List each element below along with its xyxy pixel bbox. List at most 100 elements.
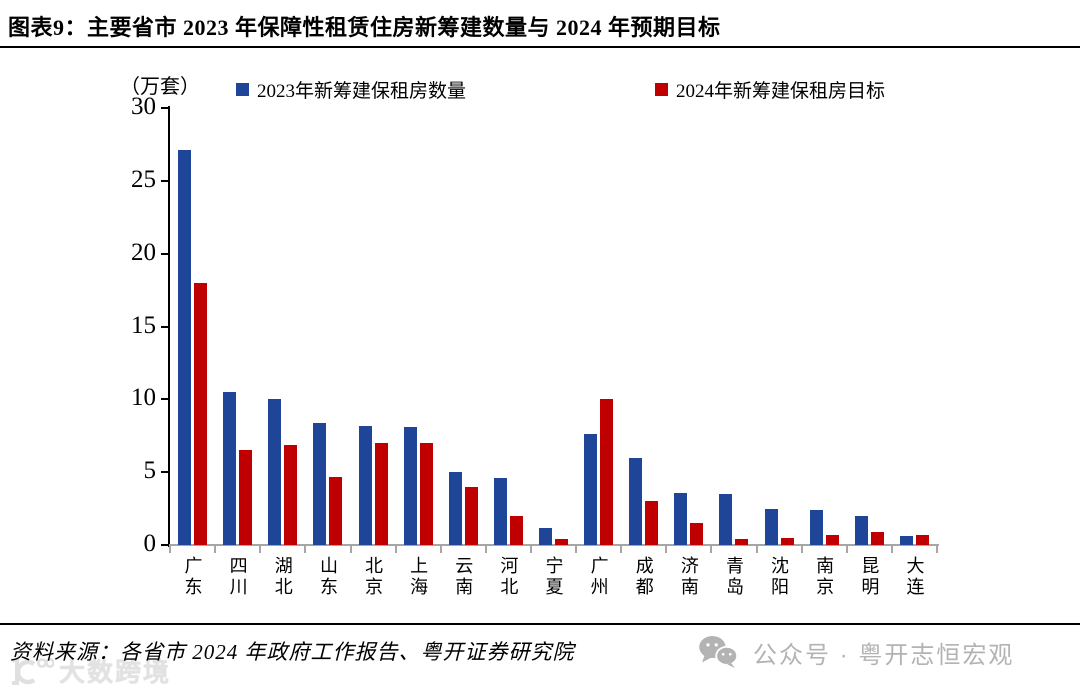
x-label: 昆明 — [847, 556, 892, 598]
legend-label-2024: 2024年新筹建保租房目标 — [676, 81, 886, 102]
bar-2023 — [764, 508, 778, 545]
x-label-text: 济南 — [678, 556, 699, 598]
bar-group — [441, 108, 486, 545]
bar-2024 — [825, 534, 839, 545]
y-tick-label: 0 — [143, 530, 157, 557]
y-tick — [161, 471, 168, 474]
bar-2024 — [554, 539, 568, 545]
x-label-text: 成都 — [633, 556, 654, 598]
x-label-text: 山东 — [317, 556, 338, 598]
bar-2024 — [374, 443, 388, 545]
bar-2024 — [464, 486, 478, 545]
legend-item-2024: 2024年新筹建保租房目标 — [655, 76, 885, 103]
x-label: 大连 — [892, 556, 937, 598]
bar-2024 — [915, 534, 929, 545]
bar-group — [802, 108, 847, 545]
x-label: 青岛 — [711, 556, 756, 598]
bar-2023 — [538, 527, 552, 545]
x-label-text: 广东 — [182, 556, 203, 598]
bar-group — [621, 108, 666, 545]
x-tick — [484, 546, 487, 553]
footer-divider — [0, 623, 1080, 625]
y-tick-label: 10 — [131, 384, 156, 412]
x-label-text: 南京 — [814, 556, 835, 598]
x-label-text: 宁夏 — [543, 556, 564, 598]
wechat-footer: 公众号 · 粤开志恒宏观 — [697, 633, 1014, 671]
bar-2023 — [223, 392, 237, 545]
bar-2024 — [419, 443, 433, 545]
legend-item-2023: 2023年新筹建保租房数量 — [236, 76, 466, 103]
bar-2024 — [239, 450, 253, 545]
y-axis-line — [168, 106, 170, 547]
x-label: 广州 — [576, 556, 621, 598]
bar-2023 — [674, 492, 688, 545]
bar-2024 — [780, 537, 794, 545]
x-tick — [845, 546, 848, 553]
watermark-text: 大数跨境 — [59, 657, 172, 687]
x-tick — [936, 546, 938, 553]
x-axis-line — [169, 544, 939, 546]
x-label: 河北 — [486, 556, 531, 598]
y-tick-label: 30 — [131, 93, 156, 120]
bar-2023 — [268, 399, 282, 545]
y-tick-label: 25 — [131, 165, 156, 193]
bar-group — [351, 108, 396, 545]
x-label-text: 青岛 — [723, 556, 744, 598]
x-tick — [575, 546, 578, 553]
x-tick — [394, 546, 397, 553]
x-label: 济南 — [666, 556, 711, 598]
bar-2024 — [735, 539, 749, 545]
x-tick — [349, 546, 352, 553]
x-tick — [439, 546, 442, 553]
legend-swatch-2024 — [655, 83, 668, 96]
x-tick — [800, 546, 803, 553]
y-tick — [161, 107, 168, 109]
x-label: 沈阳 — [757, 556, 802, 598]
bar-group — [576, 108, 621, 545]
legend-label-2023: 2023年新筹建保租房数量 — [257, 81, 467, 102]
bar-2023 — [899, 536, 913, 545]
x-label-text: 大连 — [904, 556, 925, 598]
y-tick — [161, 179, 168, 182]
x-tick — [755, 546, 758, 553]
x-label: 云南 — [441, 556, 486, 598]
x-label: 四川 — [215, 556, 260, 598]
bar-2023 — [403, 427, 417, 545]
bar-2023 — [493, 478, 507, 545]
dashukuajing-logo-icon — [11, 655, 54, 685]
wechat-icon — [699, 636, 739, 668]
bar-group — [170, 108, 215, 545]
bar-2023 — [178, 150, 192, 545]
bar-2023 — [854, 515, 868, 545]
x-label: 湖北 — [260, 556, 305, 598]
source-text: 资料来源：各省市 2024 年政府工作报告、粤开证券研究院 — [10, 640, 575, 664]
title-divider — [0, 46, 1080, 48]
x-label-text: 云南 — [453, 556, 474, 598]
x-tick — [214, 546, 217, 553]
x-tick — [169, 546, 171, 553]
x-label-text: 湖北 — [272, 556, 293, 598]
bar-2023 — [719, 494, 733, 545]
bar-2024 — [194, 282, 208, 545]
y-tick — [161, 325, 168, 328]
x-tick — [529, 546, 532, 553]
bar-group — [757, 108, 802, 545]
bar-2023 — [358, 425, 372, 545]
x-label-text: 河北 — [498, 556, 519, 598]
x-label-text: 四川 — [227, 556, 248, 598]
x-label: 南京 — [802, 556, 847, 598]
x-label-text: 广州 — [588, 556, 609, 598]
wechat-label: 公众号 · 粤开志恒宏观 — [753, 641, 1015, 669]
bar-2023 — [629, 457, 643, 545]
bar-2024 — [329, 476, 343, 545]
bar-group — [486, 108, 531, 545]
bar-2023 — [313, 422, 327, 545]
x-tick — [259, 546, 262, 553]
bar-group — [711, 108, 756, 545]
x-tick — [710, 546, 713, 553]
bar-2024 — [509, 515, 523, 545]
bar-2024 — [870, 531, 884, 545]
bar-2023 — [448, 472, 462, 545]
